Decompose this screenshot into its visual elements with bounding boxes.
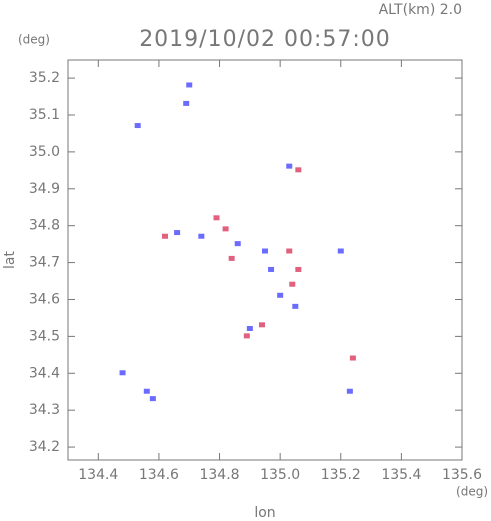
echo (349, 355, 356, 361)
y-tick-label: 34.6 (29, 291, 60, 307)
y-tick-label: 35.2 (29, 70, 60, 86)
y-tick-label: 34.3 (29, 402, 60, 418)
echo (222, 226, 229, 232)
echo (174, 230, 181, 236)
echo (337, 248, 344, 254)
echo (246, 326, 253, 332)
y-tick-label: 35.1 (29, 107, 60, 123)
echo (213, 215, 220, 221)
echo (149, 396, 156, 402)
x-tick-label: 135.4 (381, 467, 421, 483)
y-tick-label: 34.9 (29, 181, 60, 197)
chart-title: 2019/10/02 00:57:00 (139, 27, 391, 52)
y-tick-label: 34.5 (29, 328, 60, 344)
echo (228, 255, 235, 261)
x-tick-label: 135.0 (260, 467, 300, 483)
x-unit: (deg) (456, 485, 488, 499)
echo (262, 248, 268, 254)
echo (198, 233, 205, 239)
echo (183, 100, 190, 106)
echo (119, 370, 126, 376)
echo (295, 167, 302, 173)
plot-frame (67, 59, 463, 461)
echo (258, 322, 265, 328)
y-unit: (deg) (18, 33, 50, 47)
x-tick-label: 134.6 (139, 467, 179, 483)
echo (286, 248, 293, 254)
x-tick-label: 134.8 (199, 467, 239, 483)
echo (286, 163, 293, 169)
y-tick-label: 34.4 (29, 365, 60, 381)
echo (234, 241, 241, 247)
x-tick-label: 135.6 (442, 467, 482, 483)
y-tick-label: 34.7 (29, 255, 60, 271)
altitude: ALT(km) 2.0 (379, 2, 462, 18)
echo (295, 266, 302, 272)
echo (277, 292, 284, 298)
x-tick-label: 134.4 (78, 467, 118, 483)
y-tick-label: 34.2 (29, 439, 60, 455)
echo (292, 303, 299, 309)
x-tick-label: 135.2 (321, 467, 361, 483)
y-tick-label: 35.0 (29, 144, 60, 160)
y-axis-label: lat (2, 251, 18, 269)
echo (186, 82, 193, 88)
echo (161, 233, 168, 239)
echo (243, 333, 250, 339)
echo (289, 281, 296, 287)
echo (134, 123, 141, 129)
x-axis-label: lon (254, 505, 275, 521)
echo (143, 388, 150, 394)
y-tick-label: 34.8 (29, 218, 60, 234)
echo (268, 266, 275, 272)
echo (346, 388, 353, 394)
